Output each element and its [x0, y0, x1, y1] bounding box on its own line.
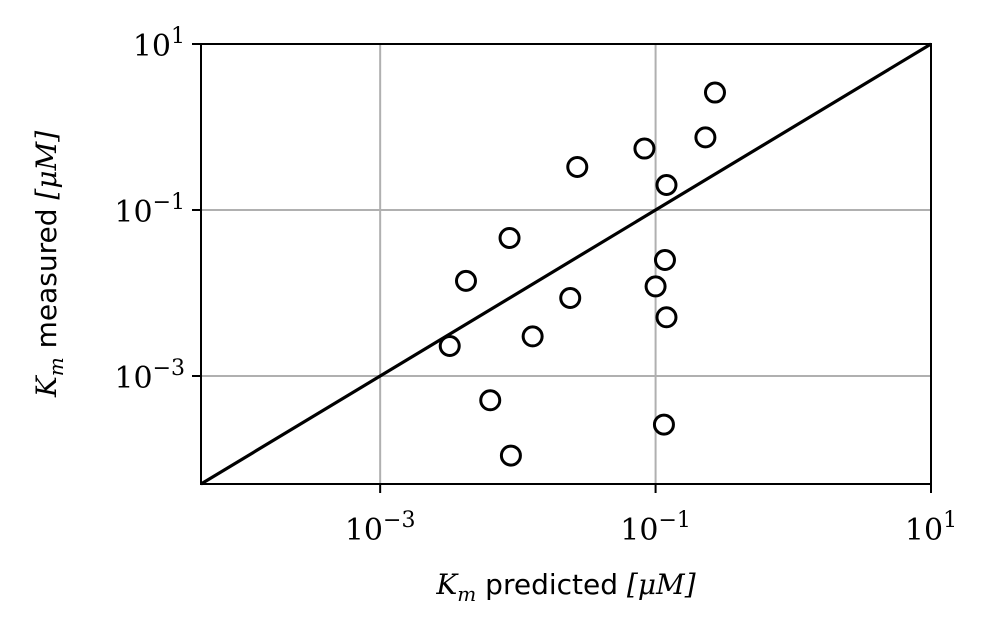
data-point [652, 413, 675, 436]
x-tick-label: 10−3 [345, 508, 416, 548]
data-point [653, 248, 676, 271]
x-axis-label: Km predicted [μM] [435, 568, 695, 606]
data-point [521, 325, 544, 348]
data-point [566, 155, 589, 178]
axes-frame [200, 43, 932, 485]
tick-layer: 10−3 10−1 101 10−3 10−1 101 [114, 24, 957, 548]
data-point [655, 306, 678, 329]
y-tick-label: 10−1 [114, 190, 185, 230]
x-tick-label: 10−1 [620, 508, 691, 548]
y-tick-label: 10−3 [114, 356, 185, 396]
data-point [644, 275, 667, 298]
data-point [694, 126, 717, 149]
data-point [438, 334, 461, 357]
data-point [655, 174, 678, 197]
data-point [479, 389, 502, 412]
data-point [559, 287, 582, 310]
data-point [499, 444, 522, 467]
data-point [498, 226, 521, 249]
points-layer [438, 81, 726, 467]
y-axis-label: Km measured [μM] [30, 131, 68, 398]
identity-line [200, 42, 932, 486]
data-point [633, 137, 656, 160]
x-tick-label: 101 [905, 508, 957, 548]
data-point [703, 81, 726, 104]
reference-line-layer [200, 42, 932, 486]
y-tick-label: 101 [133, 24, 185, 64]
data-point [454, 269, 477, 292]
